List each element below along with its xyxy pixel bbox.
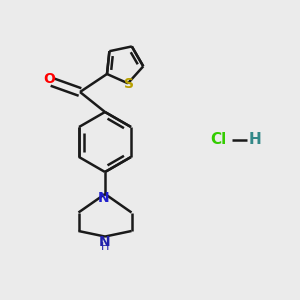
Text: O: O [43,72,55,86]
Text: H: H [101,242,109,252]
Text: H: H [249,133,261,148]
Text: Cl: Cl [210,133,226,148]
Text: N: N [98,191,110,205]
Text: S: S [124,77,134,91]
Text: N: N [99,235,111,249]
